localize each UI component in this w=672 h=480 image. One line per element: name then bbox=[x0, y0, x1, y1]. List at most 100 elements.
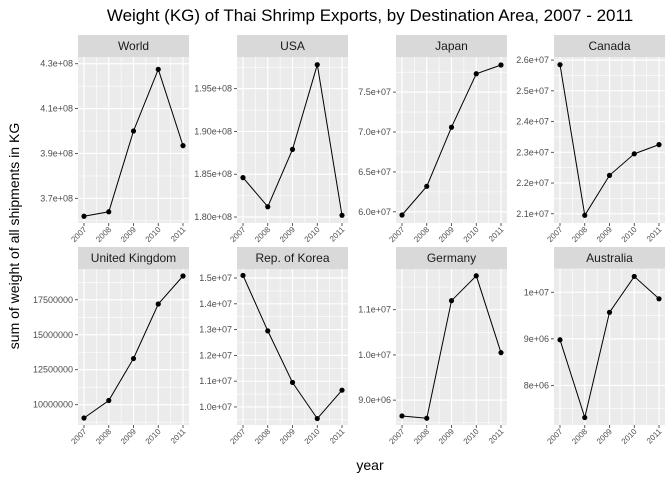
y-tick-label: 7.5e+07 bbox=[358, 87, 391, 97]
x-tick-label: 2011 bbox=[328, 225, 347, 244]
data-point bbox=[155, 301, 161, 307]
x-tick-label: 2007 bbox=[545, 225, 564, 244]
x-tick-label: 2010 bbox=[144, 427, 163, 446]
facet-germany: Germany 9.0e+06 1.0e+07 1.1e+07 2007 2008 2009… bbox=[358, 247, 507, 446]
y-tick-label: 1.1e+07 bbox=[358, 305, 391, 315]
x-tick-label: 2009 bbox=[278, 225, 297, 244]
x-tick-label: 2008 bbox=[94, 225, 113, 244]
y-tick-label: 1.4e+07 bbox=[199, 299, 232, 309]
x-tick-label: 2009 bbox=[278, 427, 297, 446]
y-tick-label: 2.4e+07 bbox=[516, 117, 549, 127]
y-tick-label: 2.3e+07 bbox=[516, 147, 549, 157]
x-tick-label: 2009 bbox=[119, 225, 138, 244]
y-tick-label: 9e+06 bbox=[524, 334, 549, 344]
strip-background bbox=[78, 35, 189, 57]
x-tick-label: 2011 bbox=[169, 427, 188, 446]
data-point bbox=[265, 328, 271, 334]
x-tick-label: 2009 bbox=[119, 427, 138, 446]
x-tick-label: 2010 bbox=[303, 225, 322, 244]
x-tick-label: 2008 bbox=[412, 225, 431, 244]
x-tick-label: 2011 bbox=[328, 427, 347, 446]
data-point bbox=[314, 62, 320, 68]
chart-title: Weight (KG) of Thai Shrimp Exports, by D… bbox=[107, 6, 633, 25]
data-point bbox=[399, 413, 405, 419]
data-point bbox=[180, 143, 186, 149]
data-point bbox=[557, 62, 563, 68]
data-point bbox=[498, 62, 504, 68]
data-point bbox=[582, 414, 588, 421]
data-point bbox=[339, 387, 345, 393]
x-tick-label: 2007 bbox=[387, 225, 406, 244]
x-tick-label: 2008 bbox=[253, 225, 272, 244]
facet-world: World 3.7e+08 3.9e+08 4.1e+08 4.3e+08 2007 200… bbox=[40, 35, 189, 244]
data-point bbox=[106, 209, 112, 215]
data-point bbox=[130, 128, 137, 134]
data-point bbox=[240, 175, 246, 181]
y-tick-label: 4.3e+08 bbox=[40, 59, 73, 69]
y-tick-label: 1e+07 bbox=[524, 287, 549, 297]
y-tick-label: 1.85e+08 bbox=[194, 169, 232, 179]
data-point bbox=[606, 309, 613, 315]
y-tick-label: 4.1e+08 bbox=[40, 104, 73, 114]
data-point bbox=[424, 183, 430, 189]
data-point bbox=[656, 142, 662, 148]
x-tick-label: 2007 bbox=[69, 427, 88, 446]
data-point bbox=[424, 415, 430, 421]
data-point bbox=[473, 71, 479, 77]
data-point bbox=[240, 272, 246, 279]
data-point bbox=[498, 350, 504, 356]
data-point bbox=[180, 273, 186, 279]
y-tick-label: 9.0e+06 bbox=[358, 395, 391, 405]
data-point bbox=[289, 379, 296, 386]
strip-label: Australia bbox=[586, 251, 633, 265]
x-tick-label: 2007 bbox=[545, 427, 564, 446]
y-tick-label: 6.5e+07 bbox=[358, 167, 391, 177]
data-point bbox=[339, 212, 345, 218]
y-tick-label: 12500000 bbox=[33, 365, 73, 375]
y-tick-label: 1.90e+08 bbox=[194, 126, 232, 136]
x-tick-label: 2009 bbox=[437, 427, 456, 446]
data-point bbox=[448, 124, 455, 130]
x-tick-label: 2008 bbox=[412, 427, 431, 446]
y-tick-label: 1.0e+07 bbox=[199, 402, 232, 412]
data-point bbox=[265, 204, 271, 210]
y-tick-label: 1.0e+07 bbox=[358, 350, 391, 360]
facet-rep-of-korea: Rep. of Korea 1.0e+07 1.1e+07 1.2e+07 1.3e+0… bbox=[199, 247, 348, 446]
data-point bbox=[473, 273, 479, 279]
strip-label: Germany bbox=[427, 251, 476, 265]
x-tick-label: 2009 bbox=[595, 427, 614, 446]
facet-usa: USA 1.80e+08 1.85e+08 1.90e+08 1.95e+08 2007 2… bbox=[194, 35, 348, 244]
strip-label: World bbox=[118, 39, 149, 53]
data-point bbox=[130, 355, 137, 362]
data-point bbox=[631, 273, 637, 280]
facet-panels: World 3.7e+08 3.9e+08 4.1e+08 4.3e+08 2007 200… bbox=[33, 35, 665, 446]
y-tick-label: 1.80e+08 bbox=[194, 212, 232, 222]
y-tick-label: 1.5e+07 bbox=[199, 273, 232, 283]
x-tick-label: 2007 bbox=[228, 427, 247, 446]
data-point bbox=[399, 212, 405, 218]
x-tick-label: 2009 bbox=[595, 225, 614, 244]
y-tick-label: 1.3e+07 bbox=[199, 325, 232, 335]
y-tick-label: 2.1e+07 bbox=[516, 209, 549, 219]
strip-label: USA bbox=[280, 39, 305, 53]
y-tick-label: 2.5e+07 bbox=[516, 86, 549, 96]
strip-background bbox=[237, 35, 348, 57]
y-tick-label: 2.6e+07 bbox=[516, 55, 549, 65]
strip-background bbox=[78, 247, 189, 269]
y-tick-label: 3.9e+08 bbox=[40, 148, 73, 158]
strip-label: Japan bbox=[435, 39, 468, 53]
data-point bbox=[81, 415, 87, 421]
x-tick-label: 2008 bbox=[570, 225, 589, 244]
x-axis-title: year bbox=[356, 457, 384, 473]
data-point bbox=[557, 337, 563, 343]
x-tick-label: 2011 bbox=[487, 225, 506, 244]
x-tick-label: 2007 bbox=[387, 427, 406, 446]
y-tick-label: 1.2e+07 bbox=[199, 350, 232, 360]
data-point bbox=[81, 213, 87, 219]
y-tick-label: 1.1e+07 bbox=[199, 376, 232, 386]
strip-label: Canada bbox=[588, 39, 630, 53]
x-tick-label: 2008 bbox=[94, 427, 113, 446]
x-tick-label: 2007 bbox=[69, 225, 88, 244]
data-point bbox=[606, 172, 613, 178]
data-point bbox=[631, 151, 637, 157]
